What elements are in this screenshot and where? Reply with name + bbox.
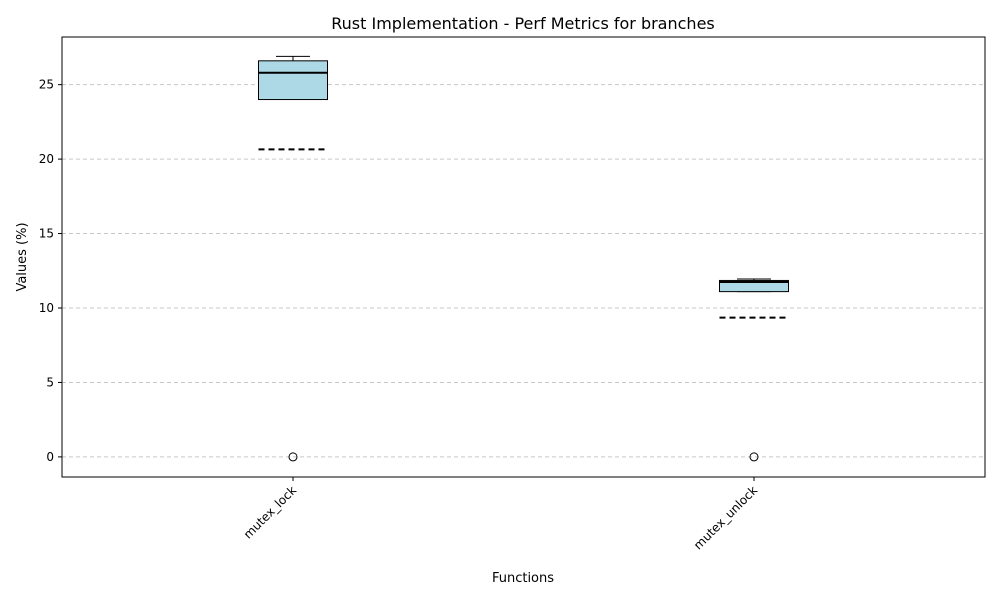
box-iqr [719, 279, 789, 293]
box-mutex_lock [258, 55, 328, 462]
x-axis-ticks: mutex_lock mutex_unlock [241, 477, 760, 552]
box-mutex_unlock [719, 278, 789, 462]
y-axis-label: Values (%) [15, 222, 30, 291]
box-iqr [258, 60, 328, 101]
x-tick-label: mutex_unlock [691, 483, 760, 552]
outlier-point [288, 452, 298, 462]
y-tick-label: 0 [46, 450, 54, 464]
x-axis-label: Functions [492, 571, 554, 586]
y-tick-label: 5 [46, 375, 54, 389]
y-tick-label: 25 [39, 78, 54, 92]
y-tick-label: 20 [39, 152, 54, 166]
x-tick-label: mutex_lock [241, 483, 299, 541]
boxes-layer [258, 55, 789, 462]
y-tick-label: 10 [39, 301, 54, 315]
y-axis-ticks: 0 5 10 15 20 25 [39, 78, 62, 464]
grid-lines [62, 84, 985, 458]
chart-title: Rust Implementation - Perf Metrics for b… [331, 14, 715, 33]
y-tick-label: 15 [39, 227, 54, 241]
outlier-point [749, 452, 759, 462]
plot-frame [61, 36, 986, 478]
